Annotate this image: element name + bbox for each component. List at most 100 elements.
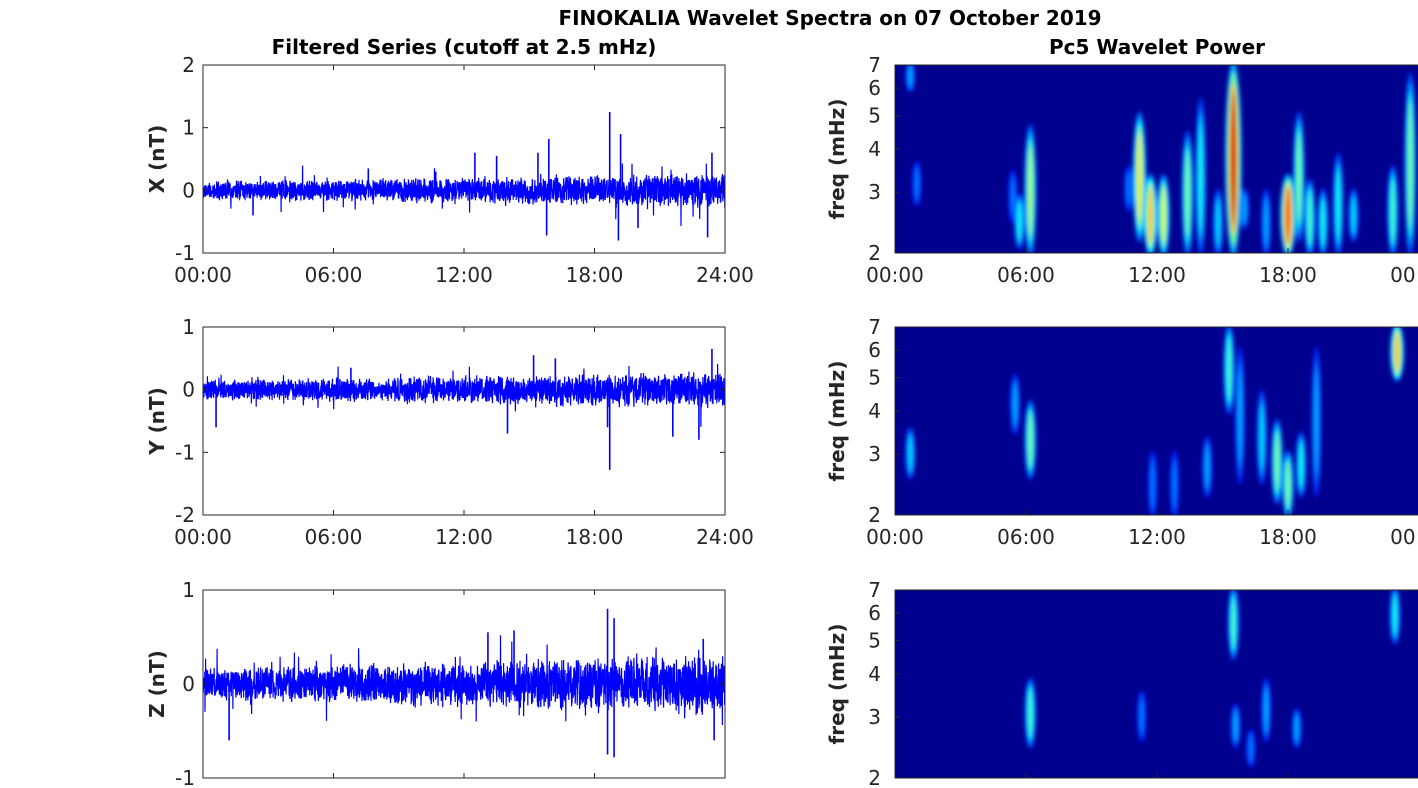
wavelet-power-blob [1231, 92, 1236, 226]
y-axis-label: Y (nT) [145, 387, 169, 456]
wavelet-power-blob [1260, 404, 1264, 470]
wavelet-power-blob [1393, 595, 1397, 636]
wavelet-power-blob [908, 66, 912, 88]
wavelet-power-blob [915, 168, 919, 200]
y-tick-label: 0 [182, 672, 195, 696]
wavelet-power-blob [1336, 169, 1340, 241]
wavelet-power-blob [1137, 132, 1142, 222]
freq-tick-label: 7 [868, 578, 881, 602]
wavelet-power-blob [1299, 442, 1303, 488]
freq-tick-label: 4 [868, 662, 881, 686]
y-tick-label: 0 [182, 178, 195, 202]
x-tick-label: 24:00 [696, 525, 754, 549]
figure-title: FINOKALIA Wavelet Spectra on 07 October … [558, 6, 1101, 30]
wavelet-power-blob [1234, 710, 1238, 742]
wavelet-power-blob [1028, 412, 1033, 467]
wavelet-power-blob [1161, 187, 1166, 244]
y-tick-label: -2 [175, 503, 195, 527]
wavelet-power-blob [1285, 187, 1291, 244]
y-tick-label: 0 [182, 378, 195, 402]
freq-tick-label: 6 [868, 76, 881, 100]
y-tick-label: -1 [175, 766, 195, 788]
wavelet-power-blob [1295, 714, 1299, 742]
wavelet-power-blob [1205, 445, 1209, 488]
wavelet-background [895, 590, 1418, 778]
wavelet-power-blob [1185, 151, 1190, 237]
freq-tick-label: 5 [868, 628, 881, 652]
y-tick-label: 1 [182, 315, 195, 339]
wavelet-power-blob [1297, 132, 1301, 222]
plot-area [203, 327, 725, 515]
x-tick-label: 00:00 [866, 525, 924, 549]
wavelet-power-blob [1249, 735, 1253, 762]
timeseries-panel-X: 00:00 06:00 12:00 18:00 24:00 -1 0 1 2 X (nT) [145, 53, 754, 287]
x-tick-label: 00:00 [174, 525, 232, 549]
series-line-Z [203, 635, 725, 726]
wavelet-power-blob [1172, 461, 1176, 508]
freq-tick-label: 3 [868, 180, 881, 204]
wavelet-power-blob [1216, 199, 1220, 246]
x-tick-label: 00:00 [1390, 525, 1418, 549]
wavelet-power-blob [1017, 202, 1021, 241]
freq-tick-label: 2 [868, 503, 881, 527]
wavelet-blob-layer [905, 327, 1405, 515]
wavelet-blob-layer [1024, 590, 1401, 768]
x-tick-label: 06:00 [305, 525, 363, 549]
timeseries-panel-Z: -1 0 1 Z (nT) [145, 578, 726, 788]
wavelet-power-blob [1238, 368, 1242, 463]
x-tick-label: 18:00 [1259, 525, 1317, 549]
freq-axis-label: freq (mHz) [825, 99, 849, 220]
wavelet-power-blob [1395, 332, 1400, 373]
x-tick-label: 18:00 [1259, 263, 1317, 287]
wavelet-power-blob [1140, 698, 1144, 735]
x-tick-label: 12:00 [435, 525, 493, 549]
wavelet-power-blob [1321, 199, 1325, 246]
wavelet-power-blob [1151, 461, 1155, 508]
freq-tick-label: 4 [868, 399, 881, 423]
freq-tick-label: 5 [868, 365, 881, 389]
wavelet-power-blob [1127, 172, 1131, 205]
freq-axis-label: freq (mHz) [825, 361, 849, 482]
wavelet-power-blob [1013, 383, 1017, 426]
y-tick-label: 1 [182, 116, 195, 140]
y-axis-label: Z (nT) [145, 650, 169, 718]
wavelet-blobs [1024, 590, 1401, 768]
wavelet-blobs [905, 327, 1405, 515]
freq-tick-label: 3 [868, 442, 881, 466]
timeseries-panel-Y: 00:00 06:00 12:00 18:00 24:00 -2 -1 0 1 Y (nT) [145, 315, 754, 549]
wavelet-blobs [905, 65, 1417, 253]
x-tick-label: 00:00 [866, 263, 924, 287]
wavelet-power-blob [1227, 337, 1231, 401]
freq-tick-label: 7 [868, 315, 881, 339]
x-tick-label: 18:00 [566, 525, 624, 549]
y-axis-label: X (nT) [145, 125, 169, 194]
freq-tick-label: 2 [868, 766, 881, 788]
x-tick-label: 06:00 [997, 263, 1055, 287]
freq-tick-label: 5 [868, 103, 881, 127]
x-tick-label: 00:00 [1390, 263, 1418, 287]
freq-axis-label: freq (mHz) [825, 624, 849, 745]
x-tick-label: 12:00 [1128, 263, 1186, 287]
wavelet-power-blob [1199, 123, 1203, 232]
y-tick-label: -1 [175, 241, 195, 265]
freq-tick-label: 4 [868, 137, 881, 161]
wavelet-power-blob [1352, 196, 1355, 234]
x-tick-label: 12:00 [435, 263, 493, 287]
wavelet-power-blob [1308, 191, 1312, 245]
wavelet-power-blob [908, 435, 912, 472]
wavelet-power-blob [1242, 194, 1246, 223]
freq-tick-label: 6 [868, 601, 881, 625]
right-column-title: Pc5 Wavelet Power [1049, 35, 1265, 59]
wavelet-power-blob [1028, 145, 1033, 236]
wavelet-power-blob [1148, 187, 1153, 244]
x-tick-label: 24:00 [696, 263, 754, 287]
left-column-title: Filtered Series (cutoff at 2.5 mHz) [272, 35, 657, 59]
plot-area [203, 65, 725, 253]
y-tick-label: -1 [175, 440, 195, 464]
wavelet-power-blob [1286, 461, 1290, 508]
x-tick-label: 06:00 [305, 263, 363, 287]
freq-tick-label: 7 [868, 53, 881, 77]
